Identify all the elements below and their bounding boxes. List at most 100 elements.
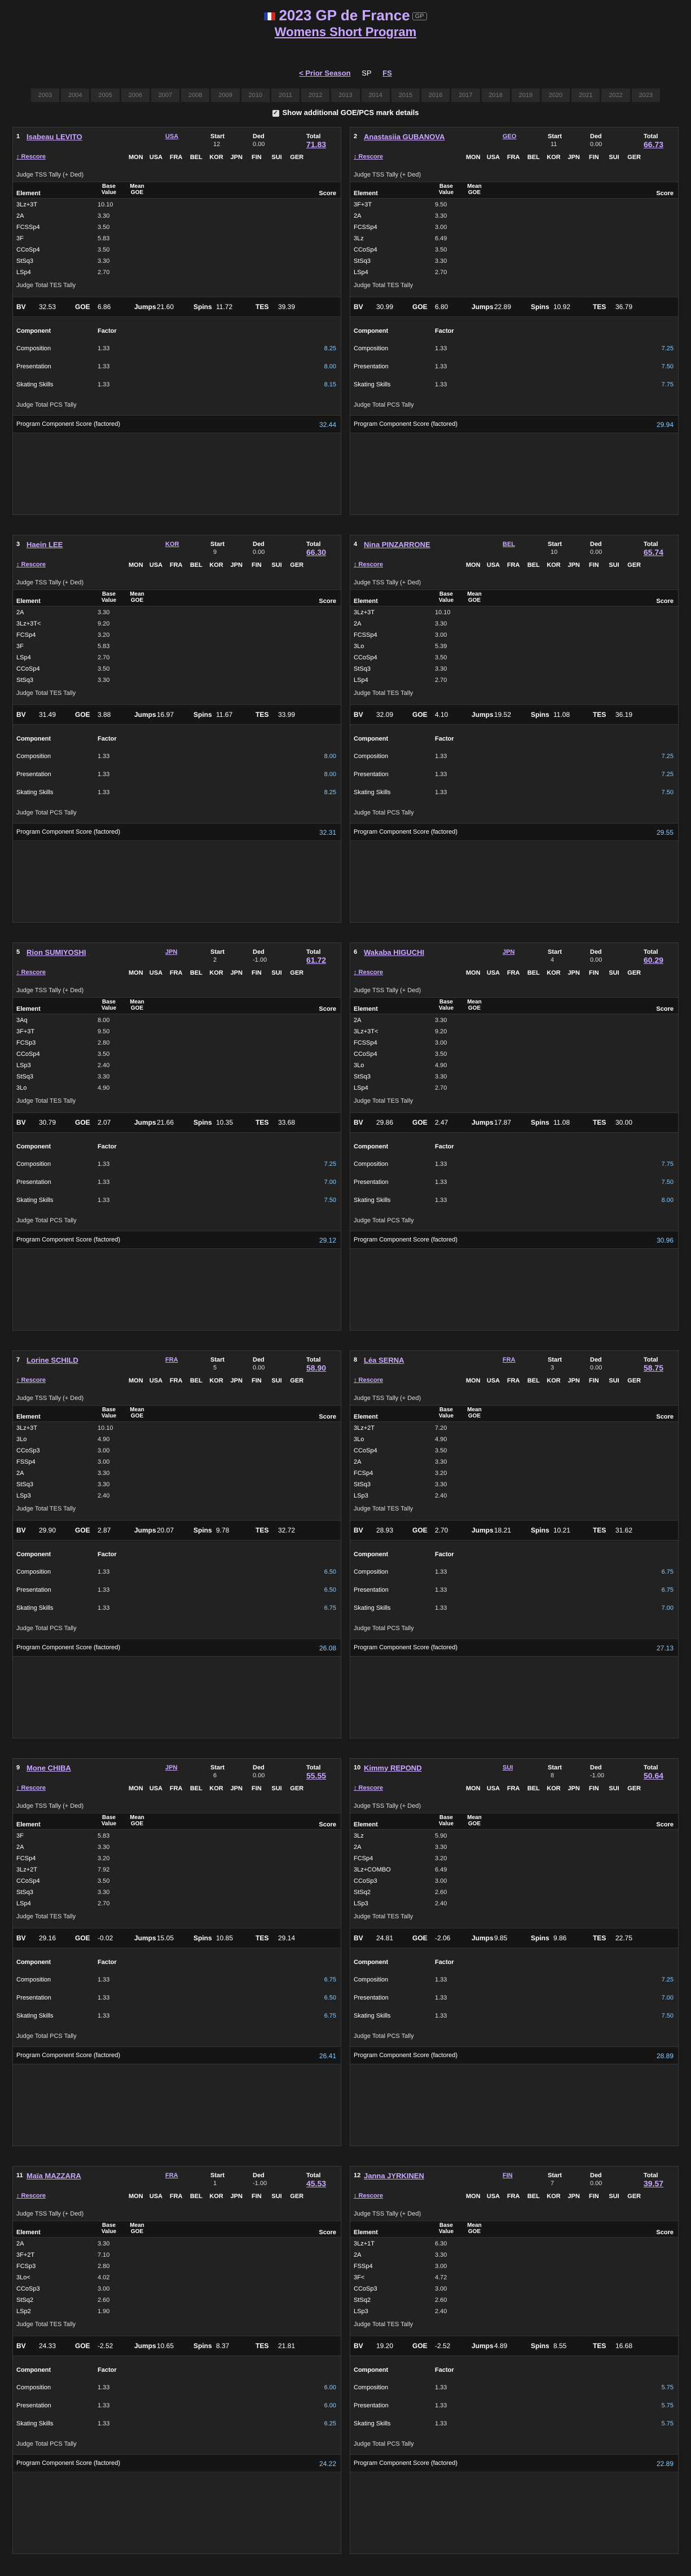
skater-name-link[interactable]: Isabeau LEVITO: [27, 132, 82, 141]
nation-link[interactable]: FRA: [165, 1357, 178, 1363]
base-value-col-label: Base Value: [438, 183, 454, 196]
total-score-link[interactable]: 65.74: [644, 548, 664, 557]
element-base-value: 2.70: [435, 677, 447, 684]
element-row: CCoSp3 3.00: [350, 2284, 678, 2294]
season-tab[interactable]: 2010: [241, 89, 270, 102]
season-tab[interactable]: 2003: [31, 89, 60, 102]
skater-name-link[interactable]: Kimmy REPOND: [364, 1763, 422, 1772]
rescore-link[interactable]: ↕ Rescore: [16, 1785, 46, 1791]
component-name: Composition: [354, 345, 389, 352]
rescore-link[interactable]: ↕ Rescore: [16, 153, 46, 160]
component-col-label: Component: [354, 2367, 389, 2374]
total-score-link[interactable]: 71.83: [306, 140, 327, 149]
skater-name-link[interactable]: Maïa MAZZARA: [27, 2171, 81, 2180]
season-tab[interactable]: 2005: [91, 89, 120, 102]
skater-name-link[interactable]: Janna JYRKINEN: [364, 2171, 424, 2180]
season-tab[interactable]: 2021: [571, 89, 600, 102]
rescore-link[interactable]: ↕ Rescore: [16, 561, 46, 568]
element-code: 2A: [354, 620, 362, 627]
season-tab[interactable]: 2013: [331, 89, 360, 102]
component-header: Component Factor: [13, 1549, 341, 1560]
rescore-link[interactable]: ↕ Rescore: [16, 2192, 46, 2199]
component-name: Composition: [354, 1976, 389, 1983]
bv-label: BV: [16, 1526, 26, 1534]
nation-link[interactable]: FRA: [503, 1357, 516, 1363]
season-tab[interactable]: 2008: [181, 89, 210, 102]
segment-title[interactable]: Womens Short Program: [274, 25, 417, 39]
season-tab[interactable]: 2016: [421, 89, 450, 102]
total-score-link[interactable]: 45.53: [306, 2179, 327, 2188]
nation-link[interactable]: JPN: [165, 1764, 178, 1771]
season-tab[interactable]: 2015: [391, 89, 420, 102]
rescore-link[interactable]: ↕ Rescore: [354, 969, 383, 976]
component-score: 7.25: [661, 1976, 674, 1983]
season-tab[interactable]: 2012: [301, 89, 330, 102]
season-tab[interactable]: 2023: [631, 89, 660, 102]
element-code: StSq2: [354, 1889, 371, 1896]
fs-link[interactable]: FS: [382, 69, 392, 77]
element-code: FCSSp4: [354, 632, 377, 639]
judge-code: KOR: [209, 1377, 223, 1384]
total-score-link[interactable]: 66.30: [306, 548, 327, 557]
nation-link[interactable]: JPN: [503, 949, 515, 955]
rescore-link[interactable]: ↕ Rescore: [16, 1377, 46, 1384]
season-tab[interactable]: 2007: [151, 89, 180, 102]
season-tab[interactable]: 2014: [361, 89, 390, 102]
bv-label: BV: [354, 1934, 363, 1942]
skater-name-link[interactable]: Mone CHIBA: [27, 1763, 71, 1772]
skater-name-link[interactable]: Lorine SCHILD: [27, 1355, 78, 1364]
skater-name-link[interactable]: Léa SERNA: [364, 1355, 404, 1364]
element-base-value: 4.02: [98, 2274, 110, 2281]
nation-link[interactable]: USA: [165, 133, 179, 140]
rescore-link[interactable]: ↕ Rescore: [16, 969, 46, 976]
season-tab[interactable]: 2022: [601, 89, 630, 102]
total-score-link[interactable]: 66.73: [644, 140, 664, 149]
sp-link[interactable]: SP: [362, 69, 372, 77]
nation-link[interactable]: KOR: [165, 541, 179, 548]
season-tab[interactable]: 2011: [271, 89, 300, 102]
nation-link[interactable]: GEO: [503, 133, 517, 140]
rescore-link[interactable]: ↕ Rescore: [354, 2192, 383, 2199]
rescore-link[interactable]: ↕ Rescore: [354, 153, 383, 160]
checkbox-icon[interactable]: ✓: [272, 109, 279, 117]
element-row: 3Lz+COMBO 6.49: [350, 1865, 678, 1875]
goe-options[interactable]: ✓ Show additional GOE/PCS mark details: [272, 108, 419, 117]
skater-name-link[interactable]: Anastasiia GUBANOVA: [364, 132, 445, 141]
nation-link[interactable]: FRA: [165, 2172, 178, 2179]
jumps-value: 4.89: [494, 2342, 508, 2350]
element-base-value: 3.30: [98, 1481, 110, 1488]
total-score-link[interactable]: 60.29: [644, 955, 664, 965]
total-score-link[interactable]: 50.64: [644, 1771, 664, 1780]
season-tab[interactable]: 2018: [481, 89, 510, 102]
base-value-col-label: Base Value: [438, 2222, 454, 2235]
nation-link[interactable]: BEL: [503, 541, 515, 548]
season-tab[interactable]: 2019: [511, 89, 540, 102]
rescore-link[interactable]: ↕ Rescore: [354, 1785, 383, 1791]
score-col-label: Score: [319, 2229, 336, 2236]
judge-code: FRA: [507, 2193, 520, 2200]
prior-season-link[interactable]: < Prior Season: [299, 69, 351, 77]
season-tab[interactable]: 2017: [451, 89, 480, 102]
skater-name-link[interactable]: Rion SUMIYOSHI: [27, 948, 86, 957]
skater-name-link[interactable]: Haein LEE: [27, 540, 63, 549]
element-code: 3Lz+COMBO: [354, 1866, 391, 1873]
season-tab[interactable]: 2004: [61, 89, 90, 102]
total-score-link[interactable]: 61.72: [306, 955, 327, 965]
rescore-link[interactable]: ↕ Rescore: [354, 561, 383, 568]
total-score-link[interactable]: 55.55: [306, 1771, 327, 1780]
total-score-link[interactable]: 39.57: [644, 2179, 664, 2188]
element-row: 3F+2T 7.10: [13, 2250, 341, 2260]
season-tab[interactable]: 2020: [541, 89, 570, 102]
skater-name-link[interactable]: Wakaba HIGUCHI: [364, 948, 425, 957]
rescore-link[interactable]: ↕ Rescore: [354, 1377, 383, 1384]
nation-link[interactable]: JPN: [165, 949, 178, 955]
nation-link[interactable]: SUI: [503, 1764, 513, 1771]
total-score-link[interactable]: 58.75: [644, 1363, 664, 1372]
season-tab[interactable]: 2006: [121, 89, 149, 102]
season-tab[interactable]: 2009: [211, 89, 240, 102]
skater-name-link[interactable]: Nina PINZARRONE: [364, 540, 430, 549]
element-header: Element Base Value Mean GOE Score: [13, 182, 341, 199]
element-base-value: 3.50: [435, 1051, 447, 1058]
total-score-link[interactable]: 58.90: [306, 1363, 327, 1372]
nation-link[interactable]: FIN: [503, 2172, 513, 2179]
